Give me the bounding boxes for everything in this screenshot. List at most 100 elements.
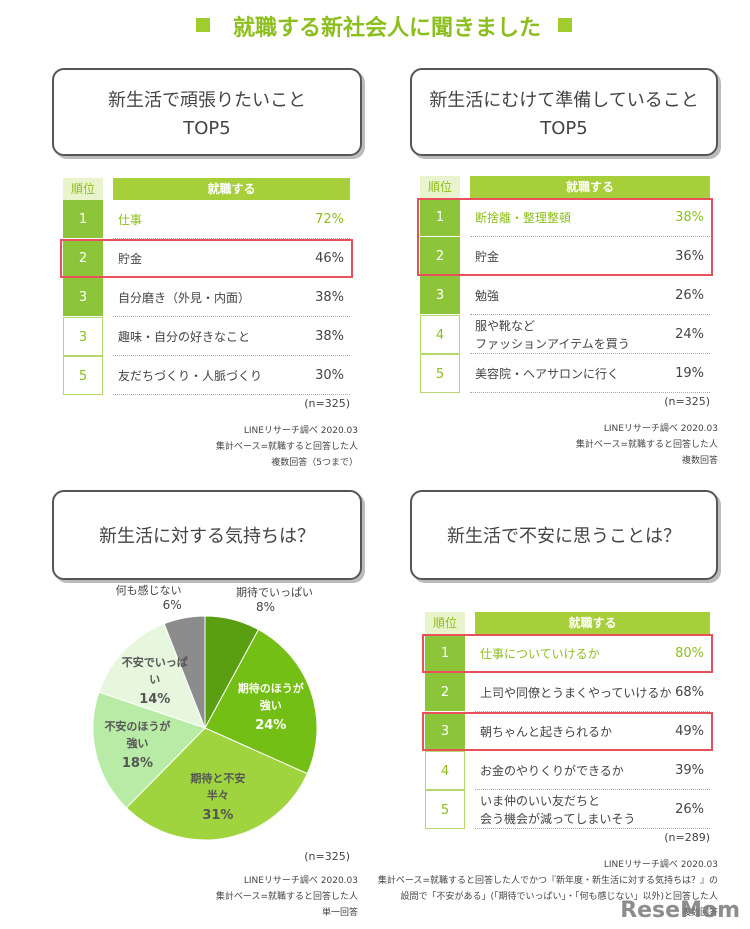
pie-slice bbox=[92, 691, 206, 809]
rank-cell: 4 bbox=[425, 751, 465, 790]
rank-cell: 4 bbox=[420, 315, 460, 354]
slice-value: 31% bbox=[202, 808, 234, 824]
row-value: 80% bbox=[675, 646, 704, 661]
note: 複数回答 bbox=[681, 456, 718, 466]
row-label: 朝ちゃんと起きられるか bbox=[480, 724, 613, 739]
title-box bbox=[52, 68, 362, 156]
watermark: ReseMom bbox=[620, 898, 740, 923]
row-divider bbox=[113, 316, 350, 317]
rank-cell: 5 bbox=[63, 356, 103, 395]
row-label: 美容院・ヘアサロンに行く bbox=[475, 366, 620, 381]
slice-label: 期待でいっぱい bbox=[236, 585, 314, 599]
row-label: 貯金 bbox=[475, 249, 500, 264]
row-label: いま仲のいい友だちと bbox=[480, 793, 601, 808]
row-value: 38% bbox=[315, 329, 344, 344]
note: 複数回答（5つまで） bbox=[271, 458, 358, 468]
note: 集計ベース=就職すると回答した人でかつ『新年度・新生活に対する気持ちは？』の bbox=[377, 876, 718, 886]
panel-subtitle: TOP5 bbox=[183, 118, 231, 139]
note: 単一回答 bbox=[321, 908, 358, 918]
slice-label: 不安でいっぱい bbox=[121, 656, 188, 687]
title-box bbox=[410, 68, 718, 156]
note: LINEリサーチ調べ 2020.03 bbox=[603, 860, 718, 870]
slice-value: 6% bbox=[162, 598, 182, 613]
column-header: 就職する bbox=[475, 612, 710, 634]
note: 集計ベース=就職すると回答した人 bbox=[215, 442, 358, 452]
row-value: 38% bbox=[675, 210, 704, 225]
row-divider bbox=[475, 828, 710, 829]
slice-value: 8% bbox=[256, 599, 276, 614]
row-divider bbox=[113, 394, 350, 395]
rank-cell: 3 bbox=[63, 317, 103, 356]
pie-slice bbox=[125, 727, 308, 841]
row-label: 断捨離・整理整頓 bbox=[475, 210, 572, 225]
note: LINEリサーチ調べ 2020.03 bbox=[243, 876, 358, 886]
row-value: 46% bbox=[315, 251, 344, 266]
pie-slice bbox=[204, 628, 318, 775]
rank-cell: 2 bbox=[420, 237, 460, 276]
rank-cell: 3 bbox=[63, 278, 103, 317]
row-value: 38% bbox=[315, 290, 344, 305]
note: 設問で「不安がある」(「期待でいっぱい」・「何も感じない」以外)と回答した人 bbox=[400, 892, 718, 902]
row-divider bbox=[113, 238, 350, 239]
row-value: 26% bbox=[675, 288, 704, 303]
sample-size: (n=325) bbox=[304, 850, 350, 863]
highlight-box bbox=[417, 198, 713, 276]
panel-title: 新生活で頑張りたいこと bbox=[108, 90, 306, 111]
row-divider bbox=[470, 392, 710, 393]
note: 集計ベース=就職すると回答した人 bbox=[575, 440, 718, 450]
sample-size: (n=325) bbox=[664, 395, 710, 408]
highlight-box bbox=[422, 712, 713, 751]
rank-cell: 1 bbox=[63, 200, 103, 239]
rank-cell: 5 bbox=[420, 354, 460, 393]
panel-title: 新生活にむけて準備していること bbox=[429, 90, 699, 111]
title-marker bbox=[196, 18, 210, 32]
row-label: 上司や同僚とうまくやっていけるか bbox=[480, 685, 672, 700]
row-divider bbox=[470, 353, 710, 354]
slice-value: 18% bbox=[121, 756, 153, 772]
row-value: 30% bbox=[315, 368, 344, 383]
column-header: 就職する bbox=[113, 178, 350, 200]
slice-value: 14% bbox=[139, 692, 171, 708]
sample-size: (n=325) bbox=[304, 397, 350, 410]
row-value: 26% bbox=[675, 802, 704, 817]
rank-cell: 1 bbox=[425, 634, 465, 673]
row-label: お金のやりくりができるか bbox=[480, 763, 624, 778]
row-value: 72% bbox=[315, 212, 344, 227]
sample-size: (n=289) bbox=[664, 831, 710, 844]
row-value: 36% bbox=[675, 249, 704, 264]
row-label: 趣味・自分の好きなこと bbox=[118, 329, 251, 344]
note: LINEリサーチ調べ 2020.03 bbox=[243, 426, 358, 436]
panel-title: 新生活で不安に思うことは？ bbox=[447, 526, 681, 547]
row-label: 服や靴など bbox=[475, 318, 536, 333]
title-box bbox=[52, 490, 362, 580]
pie-slice bbox=[163, 615, 206, 729]
rank-cell: 1 bbox=[420, 198, 460, 237]
rank-header: 順位 bbox=[425, 612, 465, 634]
title-marker bbox=[558, 18, 572, 32]
rank-header: 順位 bbox=[63, 178, 103, 200]
row-value: 19% bbox=[675, 366, 704, 381]
note: 集計ベース=就職すると回答した人 bbox=[215, 892, 358, 902]
row-label: ファッションアイテムを買う bbox=[475, 336, 630, 351]
slice-label: 期待のほうが強い bbox=[237, 681, 304, 712]
row-label: 会う機会が減ってしまいそう bbox=[480, 811, 636, 826]
row-label: 仕事についていけるか bbox=[480, 646, 600, 661]
highlight-box bbox=[60, 239, 353, 278]
page-title: 就職する新社会人に聞きました bbox=[232, 16, 541, 41]
rank-cell: 2 bbox=[425, 673, 465, 712]
pie-slice bbox=[98, 623, 206, 729]
row-divider bbox=[113, 355, 350, 356]
panel-subtitle: TOP5 bbox=[540, 118, 588, 139]
title-box bbox=[410, 490, 718, 580]
note: LINEリサーチ調べ 2020.03 bbox=[603, 424, 718, 434]
row-value: 49% bbox=[675, 724, 704, 739]
rank-cell: 3 bbox=[420, 276, 460, 315]
row-label: 貯金 bbox=[118, 251, 143, 266]
column-header: 就職する bbox=[470, 176, 710, 198]
highlight-box bbox=[422, 634, 713, 673]
row-value: 24% bbox=[675, 327, 704, 342]
slice-label: 不安のほうが強い bbox=[104, 720, 171, 751]
rank-header: 順位 bbox=[420, 176, 460, 198]
